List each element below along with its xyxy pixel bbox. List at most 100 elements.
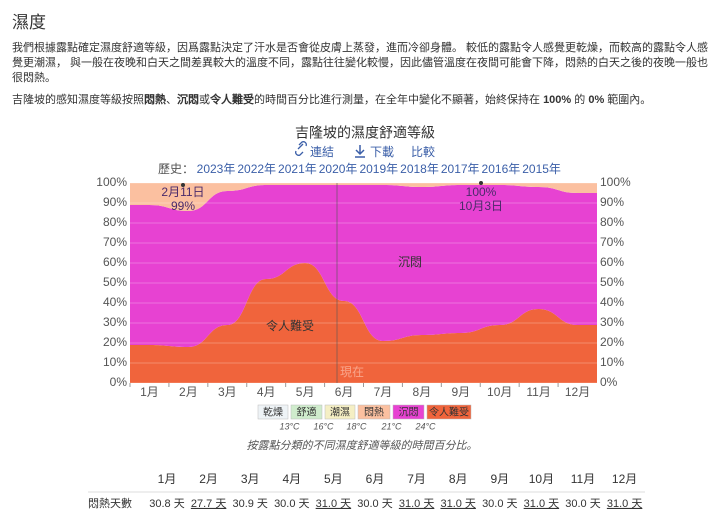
now-label: 現在 <box>340 365 364 379</box>
y2-tick-label: 30% <box>600 315 624 329</box>
y-tick-label: 90% <box>103 195 127 209</box>
legend-label: 令人難受 <box>429 406 469 419</box>
y-tick-label: 80% <box>103 215 127 229</box>
text-segment: 的 <box>571 94 589 106</box>
y2-tick-label: 60% <box>600 255 624 269</box>
x-tick-label: 11月 <box>526 385 550 399</box>
history-link[interactable]: 2021年 <box>278 162 317 176</box>
text-segment: 範圍內。 <box>604 94 652 106</box>
history-link[interactable]: 2016年 <box>482 162 521 176</box>
chart-title: 吉隆坡的濕度舒適等級 <box>295 125 435 141</box>
history-link[interactable]: 2018年 <box>400 162 439 176</box>
legend-label: 舒適 <box>297 406 317 419</box>
table-cell: 30.9 天 <box>232 498 267 510</box>
y-tick-label: 30% <box>103 315 127 329</box>
y2-tick-label: 10% <box>600 355 624 369</box>
y2-tick-label: 0% <box>600 375 618 389</box>
history-link[interactable]: 2020年 <box>319 162 358 176</box>
text-segment: 吉隆坡的感知濕度等級按照 <box>12 94 144 106</box>
legend-threshold: 13°C <box>279 421 300 431</box>
paragraph: 吉隆坡的感知濕度等級按照悶熱、沉悶或令人難受的時間百分比進行測量，在全年中變化不… <box>12 93 712 108</box>
series-label: 沉悶 <box>398 255 422 269</box>
x-tick-label: 4月 <box>257 385 276 399</box>
legend-swatch <box>324 404 356 420</box>
table-cell: 31.0 天 <box>399 498 434 510</box>
x-tick-label: 3月 <box>218 385 237 399</box>
y2-tick-label: 20% <box>600 335 624 349</box>
text-segment: 100% <box>543 94 572 106</box>
x-tick-label: 6月 <box>335 385 354 399</box>
table-cell: 31.0 天 <box>316 498 351 510</box>
text-segment: 0% <box>588 94 605 106</box>
y-tick-label: 60% <box>103 255 127 269</box>
history-link[interactable]: 2019年 <box>359 162 398 176</box>
history-link[interactable]: 2017年 <box>441 162 480 176</box>
text-segment: 悶熱 <box>144 94 166 106</box>
table-header: 7月 <box>407 472 426 486</box>
legend-label: 沉悶 <box>399 406 419 419</box>
legend-swatch <box>257 404 289 420</box>
link[interactable]: 比較 <box>411 144 435 159</box>
area <box>130 263 597 383</box>
annotation: 99% <box>171 199 195 213</box>
y2-tick-label: 100% <box>600 175 631 189</box>
table-cell: 31.0 天 <box>607 498 642 510</box>
annotation: 2月11日 <box>161 185 204 199</box>
y2-tick-label: 50% <box>600 275 624 289</box>
table-header: 9月 <box>490 472 509 486</box>
table-header: 8月 <box>449 472 468 486</box>
link[interactable]: 連結 <box>310 145 334 159</box>
table-cell: 30.0 天 <box>482 498 517 510</box>
y-tick-label: 40% <box>103 295 127 309</box>
table-cell: 30.8 天 <box>149 498 184 510</box>
annotation: 100% <box>466 185 497 199</box>
legend-threshold: 21°C <box>380 421 402 431</box>
annotation: 10月3日 <box>459 199 503 213</box>
area <box>130 185 597 347</box>
series-label: 令人難受 <box>266 318 314 333</box>
legend-swatch <box>392 404 425 420</box>
table-cell: 30.0 天 <box>565 498 600 510</box>
legend-swatch <box>290 404 323 420</box>
legend-label: 乾燥 <box>263 406 283 419</box>
table-header: 4月 <box>282 472 301 486</box>
legend-label: 潮濕 <box>330 406 350 419</box>
table-header: 11月 <box>571 472 595 486</box>
x-tick-label: 2月 <box>179 385 198 399</box>
y2-tick-label: 40% <box>600 295 624 309</box>
x-tick-label: 12月 <box>565 385 590 399</box>
history-link[interactable]: 2015年 <box>522 162 561 176</box>
table-cell: 31.0 天 <box>524 498 559 510</box>
y2-tick-label: 90% <box>600 195 624 209</box>
table-cell: 31.0 天 <box>440 498 475 510</box>
annotation-dot <box>181 183 185 187</box>
table-header: 12月 <box>612 472 637 486</box>
text-segment: 、 <box>166 94 177 106</box>
table-cell: 30.0 天 <box>274 498 309 510</box>
legend-swatch <box>426 404 472 420</box>
link[interactable]: 下載 <box>370 145 394 159</box>
heading: 濕度 <box>12 13 46 32</box>
history-label: 歷史： <box>158 162 194 176</box>
table-header: 3月 <box>241 472 260 486</box>
y-tick-label: 100% <box>96 175 127 189</box>
link-icon <box>295 141 307 156</box>
x-tick-label: 7月 <box>374 385 393 399</box>
y2-tick-label: 70% <box>600 235 624 249</box>
download-icon <box>355 145 365 158</box>
table-header: 6月 <box>366 472 385 486</box>
legend-threshold: 24°C <box>414 421 436 431</box>
history-link[interactable]: 2022年 <box>237 162 276 176</box>
text-segment: 沉悶 <box>177 94 199 106</box>
y-tick-label: 20% <box>103 335 127 349</box>
table-row-label: 悶熱天數 <box>88 497 132 510</box>
y-tick-label: 10% <box>103 355 127 369</box>
table-cell: 27.7 天 <box>191 498 226 510</box>
x-tick-label: 8月 <box>413 385 432 399</box>
text-segment: 或 <box>199 94 210 106</box>
y-tick-label: 70% <box>103 235 127 249</box>
annotation-dot <box>479 181 483 185</box>
x-tick-label: 1月 <box>140 385 159 399</box>
history-link[interactable]: 2023年 <box>197 162 236 176</box>
